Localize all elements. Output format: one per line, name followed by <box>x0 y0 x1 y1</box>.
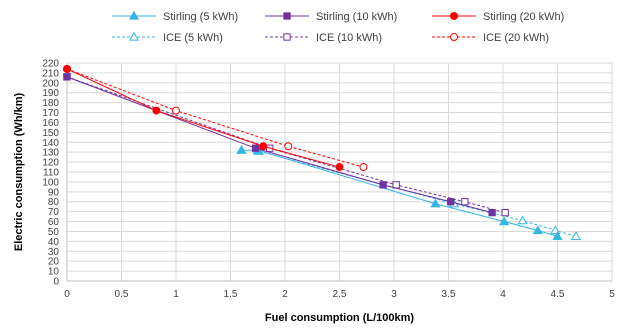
y-tick-label: 220 <box>42 59 59 70</box>
data-point <box>570 231 582 241</box>
series-stirling-20-kwh <box>63 64 344 172</box>
data-point <box>63 73 71 81</box>
data-point <box>552 231 563 241</box>
legend-label: ICE (10 kWh) <box>316 32 382 44</box>
data-point <box>532 225 543 235</box>
y-tick-label: 40 <box>48 237 60 248</box>
series-group <box>63 64 582 241</box>
legend-item: Stirling (10 kWh) <box>265 11 397 23</box>
y-axis-label: Electric consumption (Wh/km) <box>13 93 25 252</box>
x-tick-label: 4.5 <box>551 289 565 300</box>
x-tick-label: 3 <box>391 289 397 300</box>
data-point <box>359 163 368 172</box>
legend-item: Stirling (5 kWh) <box>112 10 238 23</box>
legend-label: ICE (5 kWh) <box>163 32 223 44</box>
data-point <box>447 198 455 206</box>
y-tick-label: 210 <box>42 68 59 79</box>
legend-item: ICE (20 kWh) <box>432 32 549 44</box>
y-tick-label: 120 <box>42 158 59 169</box>
x-tick-label: 2.5 <box>333 289 347 300</box>
legend-label: Stirling (5 kWh) <box>163 11 238 23</box>
data-point <box>430 198 441 208</box>
data-point <box>236 144 247 154</box>
data-point <box>461 198 469 206</box>
x-tick-label: 1.5 <box>224 289 238 300</box>
legend-marker <box>283 33 291 41</box>
legend-marker <box>283 12 291 20</box>
legend-label: Stirling (10 kWh) <box>316 11 397 23</box>
data-point <box>550 225 561 235</box>
y-tick-label: 0 <box>53 277 59 288</box>
x-tick-label: 4 <box>500 289 506 300</box>
legend-marker <box>450 33 458 41</box>
y-tick-label: 80 <box>48 197 60 208</box>
x-axis-label: Fuel consumption (L/100km) <box>265 312 414 324</box>
legend: Stirling (5 kWh) Stirling (10 kWh) Stirlin… <box>112 10 564 44</box>
data-point <box>63 64 71 73</box>
legend-marker <box>128 10 140 20</box>
axes <box>66 63 612 282</box>
legend-marker <box>450 12 458 20</box>
data-point <box>284 142 293 151</box>
legend-marker <box>128 31 140 41</box>
data-point <box>499 216 510 226</box>
y-tick-label: 160 <box>42 118 59 129</box>
x-tick-label: 3.5 <box>442 289 456 300</box>
data-point <box>501 208 509 217</box>
data-point <box>335 163 344 172</box>
y-tick-label: 180 <box>42 98 59 109</box>
y-tick-label: 100 <box>42 177 59 188</box>
y-tick-label: 200 <box>42 78 59 89</box>
y-tick-label: 20 <box>48 257 60 268</box>
y-tick-label: 90 <box>48 187 60 198</box>
legend-label: Stirling (20 kWh) <box>483 11 564 23</box>
y-tick-label: 70 <box>48 207 60 218</box>
x-tick-label: 2 <box>282 289 288 300</box>
x-tick-label: 1 <box>173 289 179 300</box>
data-point <box>517 215 528 225</box>
y-tick-label: 140 <box>42 138 59 149</box>
series-stirling-10-kwh <box>63 73 496 217</box>
legend-item: Stirling (20 kWh) <box>432 11 564 23</box>
series-line <box>66 68 340 168</box>
data-point <box>152 106 161 115</box>
data-point <box>488 208 496 217</box>
y-tick-label: 10 <box>48 267 60 278</box>
series-line <box>241 149 558 237</box>
series-stirling-5-kwh <box>236 144 563 241</box>
grid <box>67 62 613 281</box>
legend-item: ICE (10 kWh) <box>265 32 382 44</box>
x-tick-label: 0 <box>64 289 70 300</box>
series-line <box>66 68 364 168</box>
data-point <box>172 106 180 115</box>
y-tick-label: 60 <box>48 217 60 228</box>
data-point <box>251 144 260 152</box>
x-tick-label: 5 <box>609 289 615 300</box>
data-point <box>259 142 268 151</box>
y-tick-label: 30 <box>48 247 60 258</box>
tick-labels: 0102030405060708090100110120130140150160… <box>42 59 615 301</box>
x-tick-label: 0.5 <box>115 289 129 300</box>
legend-label: ICE (20 kWh) <box>483 32 549 44</box>
legend-item: ICE (5 kWh) <box>112 31 223 44</box>
data-point <box>379 181 387 189</box>
y-tick-label: 150 <box>42 128 59 139</box>
y-tick-label: 190 <box>42 88 59 99</box>
y-tick-label: 170 <box>42 108 59 119</box>
y-tick-label: 50 <box>48 227 60 238</box>
y-tick-label: 110 <box>43 168 59 179</box>
series-ice-20-kwh <box>63 64 368 172</box>
y-tick-label: 130 <box>42 148 59 159</box>
